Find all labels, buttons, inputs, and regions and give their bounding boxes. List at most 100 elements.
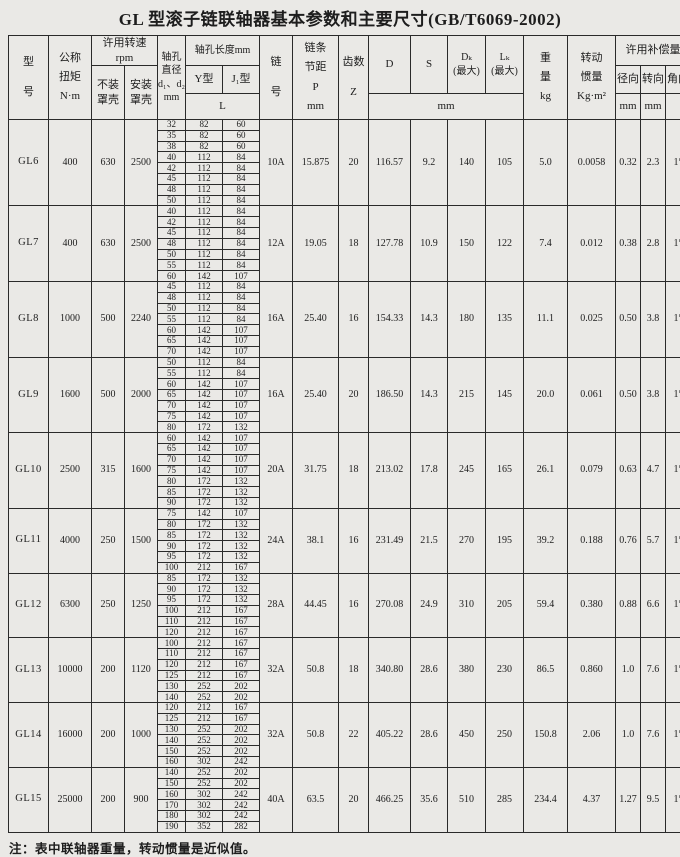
weight-cell: 26.1: [524, 433, 568, 509]
inertia-cell: 4.37: [568, 767, 616, 832]
j-length-cell: 84: [223, 174, 260, 185]
axial-cell: 2.3: [641, 120, 666, 206]
bore-diameter-cell: 190: [158, 821, 186, 832]
angular-cell: 1°: [666, 281, 680, 357]
dk-cell: 150: [448, 206, 486, 282]
bore-diameter-cell: 38: [158, 141, 186, 152]
y-length-cell: 172: [186, 530, 223, 541]
bore-diameter-cell: 45: [158, 228, 186, 239]
j-length-cell: 84: [223, 163, 260, 174]
model-cell: GL6: [9, 120, 49, 206]
header-angular-unit: [666, 94, 680, 120]
j-length-cell: 202: [223, 735, 260, 746]
bore-diameter-cell: 140: [158, 735, 186, 746]
axial-cell: 4.7: [641, 433, 666, 509]
chain-no-cell: 32A: [260, 703, 293, 768]
j-length-cell: 84: [223, 281, 260, 292]
y-length-cell: 142: [186, 411, 223, 422]
j-length-cell: 84: [223, 228, 260, 239]
table-header: 型 号 公称 扭矩 N·m 许用转速 rpm 轴孔 直径 d₁、d₂ mm 轴孔…: [9, 36, 680, 120]
bore-diameter-cell: 125: [158, 670, 186, 681]
angular-cell: 1°: [666, 573, 680, 638]
d-cell: 405.22: [369, 703, 411, 768]
teeth-cell: 22: [339, 703, 369, 768]
y-length-cell: 252: [186, 746, 223, 757]
bore-diameter-cell: 40: [158, 206, 186, 217]
y-length-cell: 112: [186, 174, 223, 185]
chain-no-cell: 12A: [260, 206, 293, 282]
inertia-cell: 0.380: [568, 573, 616, 638]
angular-cell: 1°: [666, 433, 680, 509]
page-title: GL 型滚子链联轴器基本参数和主要尺寸(GB/T6069-2002): [8, 5, 672, 30]
radial-cell: 0.63: [616, 433, 641, 509]
inertia-cell: 2.06: [568, 703, 616, 768]
teeth-cell: 16: [339, 508, 369, 573]
model-cell: GL10: [9, 433, 49, 509]
header-d: D: [369, 36, 411, 94]
speed-open-cell: 250: [92, 573, 125, 638]
bore-diameter-cell: 80: [158, 476, 186, 487]
radial-cell: 0.76: [616, 508, 641, 573]
j-length-cell: 167: [223, 627, 260, 638]
j-length-cell: 167: [223, 616, 260, 627]
bore-diameter-cell: 80: [158, 422, 186, 433]
y-length-cell: 112: [186, 195, 223, 206]
radial-cell: 0.32: [616, 120, 641, 206]
header-y-type: Y型: [186, 66, 223, 94]
bore-diameter-cell: 140: [158, 692, 186, 703]
bore-diameter-cell: 180: [158, 811, 186, 822]
header-bore-diameter: 轴孔 直径 d₁、d₂ mm: [158, 36, 186, 120]
y-length-cell: 112: [186, 368, 223, 379]
bore-diameter-cell: 85: [158, 573, 186, 584]
j-length-cell: 202: [223, 778, 260, 789]
d-cell: 270.08: [369, 573, 411, 638]
bore-diameter-cell: 160: [158, 789, 186, 800]
bore-diameter-cell: 55: [158, 368, 186, 379]
bore-diameter-cell: 100: [158, 638, 186, 649]
chain-no-cell: 40A: [260, 767, 293, 832]
chain-no-cell: 16A: [260, 281, 293, 357]
j-length-cell: 84: [223, 238, 260, 249]
lk-cell: 250: [486, 703, 524, 768]
s-cell: 21.5: [411, 508, 448, 573]
bore-diameter-cell: 55: [158, 260, 186, 271]
pitch-cell: 50.8: [293, 703, 339, 768]
y-length-cell: 212: [186, 616, 223, 627]
y-length-cell: 252: [186, 767, 223, 778]
angular-cell: 1°: [666, 357, 680, 433]
bore-diameter-cell: 120: [158, 659, 186, 670]
j-length-cell: 132: [223, 530, 260, 541]
j-length-cell: 132: [223, 497, 260, 508]
header-bore-length: 轴孔长度mm: [186, 36, 260, 66]
y-length-cell: 302: [186, 789, 223, 800]
radial-cell: 1.27: [616, 767, 641, 832]
bore-diameter-cell: 70: [158, 346, 186, 357]
y-length-cell: 212: [186, 649, 223, 660]
j-length-cell: 132: [223, 476, 260, 487]
header-dim-unit: mm: [369, 94, 524, 120]
j-length-cell: 107: [223, 454, 260, 465]
bore-diameter-cell: 60: [158, 325, 186, 336]
j-length-cell: 84: [223, 357, 260, 368]
d-cell: 116.57: [369, 120, 411, 206]
torque-cell: 1600: [49, 357, 92, 433]
bore-diameter-cell: 150: [158, 778, 186, 789]
y-length-cell: 172: [186, 573, 223, 584]
lk-cell: 135: [486, 281, 524, 357]
weight-cell: 7.4: [524, 206, 568, 282]
speed-cover-cell: 1000: [125, 703, 158, 768]
y-length-cell: 172: [186, 422, 223, 433]
y-length-cell: 112: [186, 292, 223, 303]
axial-cell: 7.6: [641, 703, 666, 768]
pitch-cell: 31.75: [293, 433, 339, 509]
lk-cell: 145: [486, 357, 524, 433]
pitch-cell: 38.1: [293, 508, 339, 573]
header-dk-max: Dₖ (最大): [448, 36, 486, 94]
dk-cell: 270: [448, 508, 486, 573]
y-length-cell: 142: [186, 379, 223, 390]
